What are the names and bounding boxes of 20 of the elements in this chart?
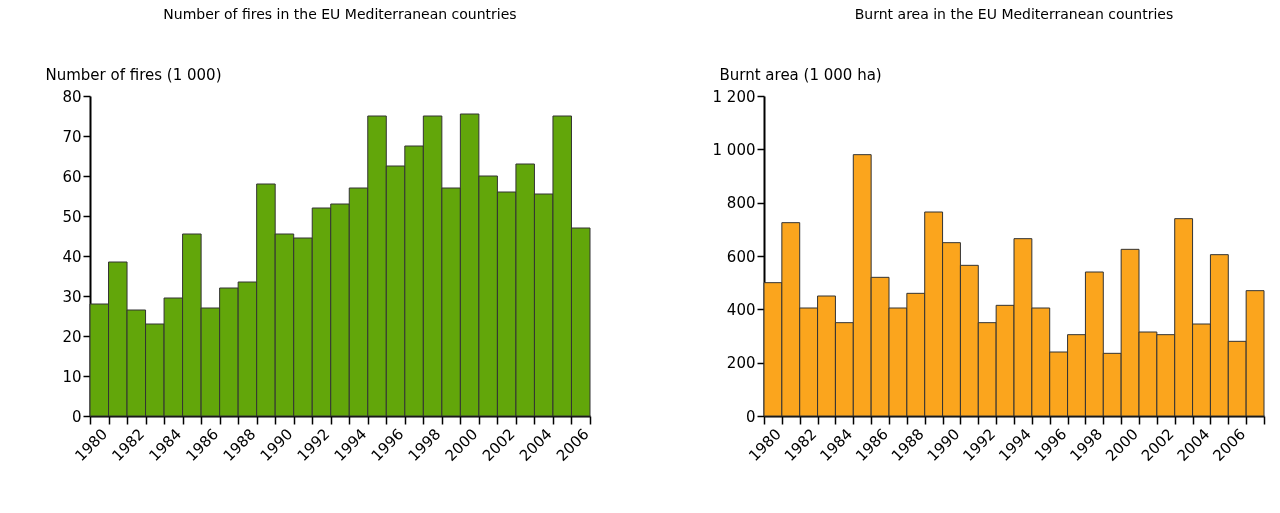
- y-tick-label: 800: [726, 194, 756, 213]
- y-tick-label: 0: [71, 407, 82, 426]
- y-tick-label: 80: [62, 87, 82, 106]
- y-tick-label: 70: [62, 127, 82, 146]
- y-tick-label: 0: [745, 407, 756, 426]
- y-tick-label: 20: [62, 327, 82, 346]
- y-axis-title: Burnt area (1 000 ha): [719, 65, 882, 84]
- y-tick-label: 10: [62, 367, 82, 386]
- y-tick-label: 400: [726, 300, 756, 319]
- chart-title: Burnt area in the EU Mediterranean countries: [854, 6, 1174, 22]
- chart-title: Number of fires in the EU Mediterranean countries: [163, 6, 517, 22]
- y-tick-label: 200: [726, 354, 756, 373]
- y-tick-label: 50: [62, 207, 82, 226]
- y-tick-label: 30: [62, 287, 82, 306]
- y-tick-label: 40: [62, 247, 82, 266]
- y-tick-label: 1 000: [712, 140, 756, 159]
- y-tick-label: 60: [62, 167, 82, 186]
- y-tick-label: 1 200: [712, 87, 756, 106]
- y-axis-title: Number of fires (1 000): [45, 65, 222, 84]
- y-tick-label: 600: [726, 247, 756, 266]
